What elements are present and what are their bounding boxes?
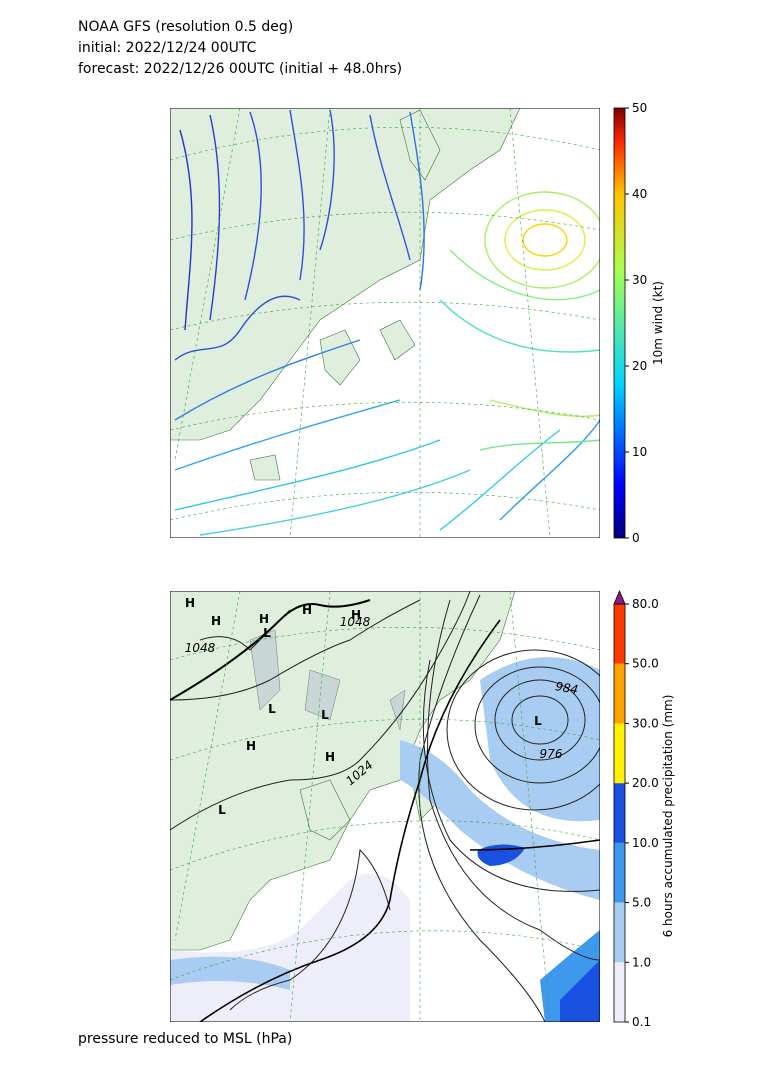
colorbar-bin bbox=[614, 962, 625, 1022]
colorbar-tick-label: 0 bbox=[632, 531, 640, 545]
colorbar-tick-label: 0.1 bbox=[632, 1015, 651, 1029]
pressure-system: H bbox=[302, 603, 312, 617]
pressure-system: H bbox=[325, 750, 335, 764]
footer: pressure reduced to MSL (hPa) bbox=[78, 1031, 292, 1047]
isobar-label: 976 bbox=[540, 747, 563, 761]
colorbar-tick-label: 5.0 bbox=[632, 896, 651, 910]
header-line: forecast: 2022/12/26 00UTC (initial + 48… bbox=[78, 61, 402, 77]
pressure-system: H bbox=[211, 614, 221, 628]
colorbar-tick-label: 50 bbox=[632, 101, 647, 115]
isobar-label: 984 bbox=[554, 679, 579, 697]
colorbar-tick-label: 10.0 bbox=[632, 836, 659, 850]
pressure-map bbox=[170, 591, 600, 1022]
isobar-label: 1048 bbox=[185, 641, 216, 655]
colorbar-tick-label: 1.0 bbox=[632, 955, 651, 969]
pressure-system: L bbox=[321, 708, 329, 722]
colorbar: 0.1 1.0 5.0 10.0 20.0 30.0 50.0 80.0 bbox=[613, 589, 659, 1029]
pressure-system: L bbox=[268, 702, 276, 716]
wind-map bbox=[170, 108, 600, 538]
colorbar-bin bbox=[614, 902, 625, 963]
header-line: initial: 2022/12/24 00UTC bbox=[78, 40, 257, 56]
header-line: NOAA GFS (resolution 0.5 deg) bbox=[78, 19, 293, 35]
colorbar-tick-label: 80.0 bbox=[632, 597, 659, 611]
colorbar-bin bbox=[614, 783, 625, 843]
colorbar-tick-label: 30 bbox=[632, 273, 647, 287]
pressure-system: L bbox=[218, 803, 226, 817]
colorbar-label: 6 hours accumulated precipitation (mm) bbox=[661, 695, 675, 938]
colorbar-tick-label: 20.0 bbox=[632, 776, 659, 790]
pressure-system: H bbox=[246, 739, 256, 753]
pressure-system: L bbox=[263, 626, 271, 640]
colorbar-bin bbox=[614, 723, 625, 784]
pressure-system: H bbox=[259, 612, 269, 626]
colorbar-extend bbox=[613, 589, 626, 605]
colorbar-tick-label: 30.0 bbox=[632, 716, 659, 730]
colorbar-frame bbox=[613, 603, 626, 1023]
pressure-system: H bbox=[351, 608, 361, 622]
pressure-system: H bbox=[185, 596, 195, 610]
colorbar-bin bbox=[614, 842, 625, 903]
colorbar-tick-label: 10 bbox=[632, 445, 647, 459]
pressure-system: L bbox=[534, 714, 542, 728]
colorbar-bin bbox=[614, 663, 625, 724]
colorbar-label: 10m wind (kt) bbox=[651, 281, 665, 365]
isobar-label: 1048 bbox=[340, 615, 371, 629]
colorbar-bin bbox=[614, 604, 625, 664]
colorbar-tick-label: 40 bbox=[632, 187, 647, 201]
colorbar-tick-label: 50.0 bbox=[632, 657, 659, 671]
colorbar-tick-label: 20 bbox=[632, 359, 647, 373]
colorbar bbox=[613, 107, 626, 539]
